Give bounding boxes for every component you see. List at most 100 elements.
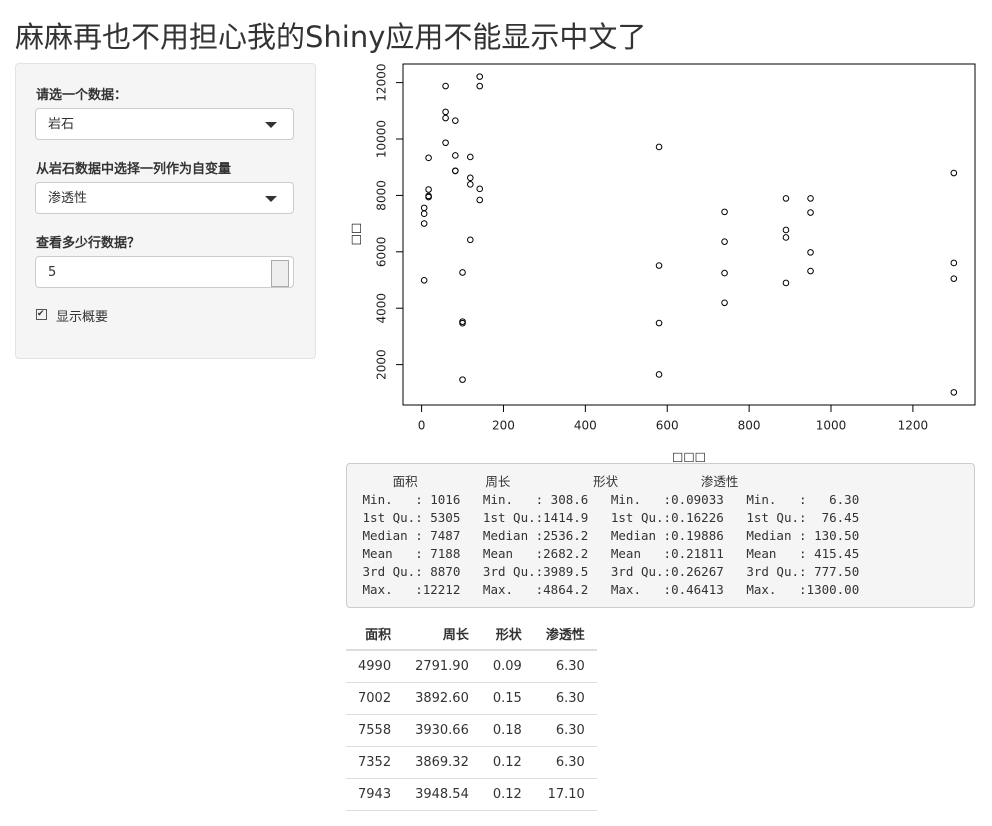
point [721,238,728,245]
summary-line: 面积 周长 形状 渗透性 [355,474,777,489]
sidebar: 请选一个数据： 岩石 从岩石数据中选择一列作为自变量 渗透性 查看多少行数据？ … [15,63,316,359]
point [442,108,449,116]
point [467,181,474,188]
point [425,154,432,162]
caret [265,196,277,202]
point [459,376,466,383]
cell: 7352 [346,746,404,779]
y-tick-label: 10000 [375,120,389,158]
table-row: 4990 2791.90 0.09 6.30 [346,650,597,683]
table-row: 7002 3892.60 0.15 6.30 [346,682,597,715]
summary-line: 1st Qu.: 5305 1st Qu.:1414.9 1st Qu.:0.1… [355,510,875,525]
cell: 0.12 [480,746,534,779]
cell: 0.12 [480,778,534,811]
header-row: 面积 周长 形状 渗透性 [346,618,597,651]
caret [265,122,277,128]
summary-line: Mean : 7188 Mean :2682.2 Mean :0.21811 M… [355,546,875,561]
label: 请选一个数据： [36,88,128,103]
point [782,279,790,287]
point [420,220,428,227]
point [420,204,428,212]
title: 麻麻再也不用担心我的Shiny应用不能显示中文了 [15,20,647,54]
cell: 6.30 [533,746,597,779]
point [807,209,814,216]
cell: 3930.66 [403,714,481,747]
point [655,143,663,151]
x-axis-label: □□□ [672,450,706,464]
summary-line: Min. : 1016 Min. : 308.6 Min. :0.09033 M… [355,492,875,507]
value: 5 [48,265,57,280]
point [721,299,728,307]
x-tick-label: 600 [656,419,679,433]
point [807,267,814,275]
point [459,269,466,276]
column-header: 面积 [346,618,404,651]
cell: 7558 [346,714,404,747]
point [807,195,814,202]
cell: 6.30 [533,682,597,715]
point [655,371,663,378]
point [442,114,449,122]
point [476,196,484,204]
column-header: 形状 [480,618,534,651]
cell: 6.30 [533,714,597,747]
point [655,319,663,327]
point [721,269,728,277]
summary-line: Max. :12212 Max. :4864.2 Max. :0.46413 M… [355,582,875,597]
point [467,236,474,244]
point [782,195,790,202]
data-table: 面积 周长 形状 渗透性 4990 2791.90 0.09 6.30 7002 3892.60 0… [346,618,597,811]
cell: 0.15 [480,682,534,715]
y-axis-label: □□ [349,223,363,246]
y-tick-label: 8000 [375,180,389,211]
checkbox[interactable]: ✔ [36,309,47,320]
label: 从岩石数据中选择一列作为自变量 [36,162,232,177]
plot-box [402,63,976,406]
checkbox-label: 显示概要 [56,310,109,325]
point [476,82,484,90]
y-tick-label: 12000 [375,64,389,102]
cell: 7002 [346,682,404,715]
chart: □□□ □□ 0 200 400 600 800 1000 1200 2000 4000 6000… [349,63,976,464]
x-tick-label: 200 [492,419,515,433]
value: 岩石 [48,117,75,132]
point [425,186,432,193]
cell: 17.10 [533,778,597,811]
x-tick-label: 800 [738,419,761,433]
select[interactable]: 岩石 [35,108,294,140]
table-row: 7558 3930.66 0.18 6.30 [346,714,597,747]
cell: 0.09 [480,650,534,683]
x-tick-label: 1200 [898,419,929,433]
cell: 6.30 [533,650,597,683]
summary-line: Median : 7487 Median :2536.2 Median :0.1… [355,528,875,543]
number-input[interactable]: 5 [35,256,294,288]
summary: 面积 周长 形状 渗透性 Min. : 1016 Min. : 308.6 Mi… [346,463,975,608]
point [721,208,728,216]
label: 查看多少行数据？ [36,236,141,251]
select[interactable]: 渗透性 [35,182,294,214]
cell: 0.18 [480,714,534,747]
point [467,153,474,161]
summary-line: 3rd Qu.: 8870 3rd Qu.:3989.5 3rd Qu.:0.2… [355,564,875,579]
column-header: 周长 [403,618,481,651]
point [950,169,958,177]
point [950,259,958,267]
point [476,73,484,80]
point [442,139,449,147]
point [476,185,484,193]
x-tick-label: 0 [418,419,426,433]
point [950,275,958,282]
point [425,192,432,200]
point [782,226,790,234]
cell: 3869.32 [403,746,481,779]
point [467,174,474,182]
column-header: 渗透性 [533,618,597,651]
cell: 3948.54 [403,778,481,811]
spinner[interactable] [271,260,289,287]
y-tick-label: 4000 [375,293,389,324]
y-tick-label: 6000 [375,237,389,268]
cell: 3892.60 [403,682,481,715]
point [459,318,466,325]
point [420,210,428,217]
